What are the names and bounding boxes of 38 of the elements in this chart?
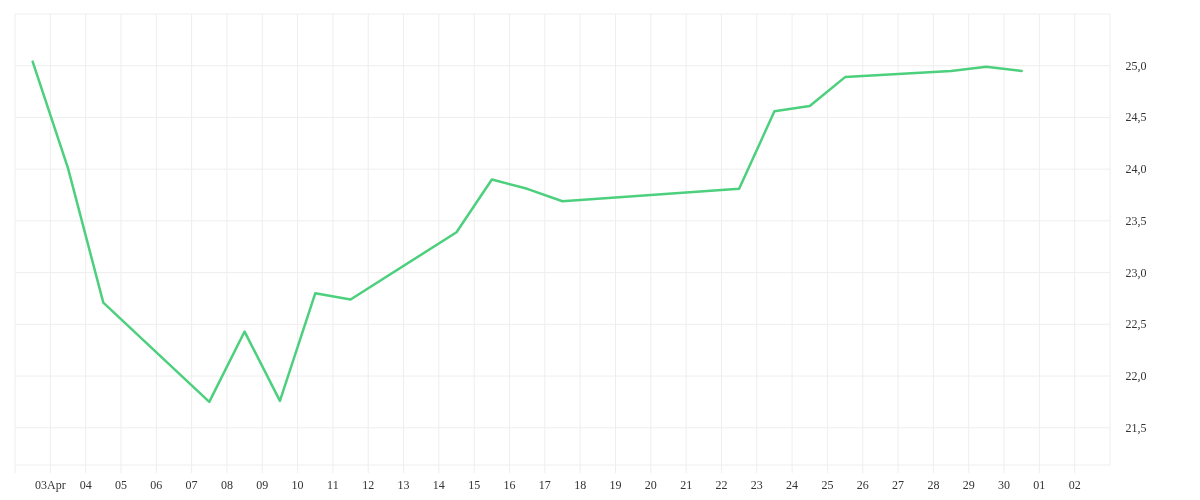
y-tick-label: 25,0: [1125, 58, 1147, 73]
x-tick-label: 05: [114, 478, 127, 492]
x-tick-label: 13: [397, 478, 410, 492]
y-tick-label: 23,0: [1125, 265, 1147, 280]
x-tick-label: 14: [432, 478, 445, 492]
x-tick-label: 04: [79, 478, 92, 492]
y-tick-label: 23,5: [1125, 213, 1147, 228]
x-tick-label: 28: [927, 478, 940, 492]
x-tick-label: 01: [1033, 478, 1046, 492]
x-tick-label: 24: [786, 478, 799, 492]
y-tick-label: 24,0: [1125, 162, 1147, 177]
x-tick-label: 12: [362, 478, 375, 492]
x-tick-label: 27: [892, 478, 905, 492]
x-tick-label: 25: [821, 478, 834, 492]
y-tick-label: 22,0: [1125, 369, 1147, 384]
x-tick-label: 10: [291, 478, 304, 492]
x-tick-label: 21: [680, 478, 693, 492]
x-tick-label: 18: [574, 478, 587, 492]
x-tick-label: 29: [962, 478, 975, 492]
y-tick-label: 22,5: [1125, 317, 1147, 332]
x-tick-label: 03Apr: [34, 478, 66, 492]
y-tick-label: 21,5: [1125, 420, 1147, 435]
x-tick-label: 17: [538, 478, 551, 492]
x-tick-label: 20: [644, 478, 657, 492]
x-tick-label: 07: [185, 478, 198, 492]
x-tick-label: 06: [150, 478, 163, 492]
x-tick-label: 16: [503, 478, 516, 492]
y-tick-label: 24,5: [1125, 110, 1147, 125]
x-tick-label: 11: [327, 478, 339, 492]
x-tick-label: 22: [715, 478, 728, 492]
x-tick-label: 26: [856, 478, 869, 492]
x-tick-label: 09: [256, 478, 269, 492]
x-tick-label: 23: [750, 478, 763, 492]
x-tick-label: 02: [1068, 478, 1081, 492]
x-tick-label: 08: [220, 478, 233, 492]
x-tick-label: 19: [609, 478, 622, 492]
x-tick-label: 15: [468, 478, 481, 492]
x-tick-label: 30: [998, 478, 1011, 492]
